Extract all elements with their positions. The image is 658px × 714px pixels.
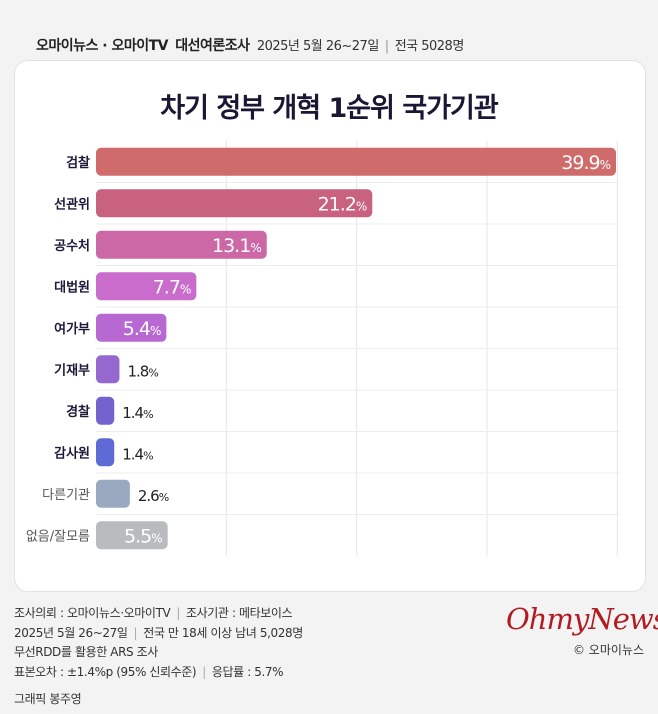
value-unit: % xyxy=(600,158,611,172)
value-label: 21.2% xyxy=(318,193,367,215)
value-number: 13.1 xyxy=(212,235,250,257)
value-label: 1.4% xyxy=(122,404,153,422)
header: 오마이뉴스 · 오마이TV 대선여론조사 2025년 5월 26~27일 | 전국 … xyxy=(36,38,465,54)
footer-text: 2025년 5월 26~27일 xyxy=(14,625,128,640)
category-label: 여가부 xyxy=(54,321,90,337)
bar-chart: 검찰 39.9% 선관위 21.2% 공수처 13.1% 대법원 7.7% 여가부 5.4% 기재부… xyxy=(26,141,620,556)
value-unit: % xyxy=(356,199,367,213)
value-unit: % xyxy=(143,408,153,421)
value-number: 39.9 xyxy=(561,152,599,174)
value-number: 1.4 xyxy=(122,445,143,463)
value-number: 1.8 xyxy=(127,362,148,380)
survey-scope: 전국 5028명 xyxy=(394,39,465,54)
bar xyxy=(96,147,616,176)
footer-text: 조사기관 : 메타보이스 xyxy=(185,606,293,620)
footer-line: 표본오차 : ±1.4%p (95% 신뢰수준) | 응답률 : 5.7% xyxy=(14,664,284,679)
footer-text: 조사의뢰 : 오마이뉴스·오마이TV xyxy=(14,606,171,620)
footer-text: 무선RDD를 활용한 ARS 조사 xyxy=(14,645,158,659)
value-number: 21.2 xyxy=(318,193,356,215)
value-unit: % xyxy=(250,241,261,255)
value-label: 1.4% xyxy=(122,445,153,463)
category-label: 없음/잘모름 xyxy=(26,529,90,544)
value-label: 13.1% xyxy=(212,235,261,257)
value-number: 5.4 xyxy=(123,318,151,340)
category-label: 검찰 xyxy=(66,155,90,171)
value-unit: % xyxy=(180,282,191,296)
bar xyxy=(96,479,130,508)
value-number: 2.6 xyxy=(138,487,159,505)
bar xyxy=(96,230,267,259)
value-label: 5.4% xyxy=(123,318,161,340)
category-label: 선관위 xyxy=(54,196,90,212)
bar xyxy=(96,189,373,218)
bar xyxy=(96,313,167,342)
value-label: 39.9% xyxy=(561,152,610,174)
footer: 조사의뢰 : 오마이뉴스·오마이TV | 조사기관 : 메타보이스 2025년 5월 … xyxy=(14,604,303,710)
value-number: 1.4 xyxy=(122,404,143,422)
value-label: 7.7% xyxy=(153,276,191,298)
value-unit: % xyxy=(148,366,158,379)
bar xyxy=(96,438,115,467)
brand: 오마이뉴스 · 오마이TV xyxy=(36,38,169,54)
value-unit: % xyxy=(151,531,162,545)
footer-text: 전국 만 18세 이상 남녀 5,028명 xyxy=(143,625,303,640)
bar xyxy=(96,272,197,301)
category-label: 다른기관 xyxy=(42,488,90,503)
footer-text: 표본오차 : ±1.4%p (95% 신뢰수준) xyxy=(14,664,197,679)
category-label: 기재부 xyxy=(54,363,90,378)
ohmynews-logo: OhmyNews xyxy=(506,602,658,636)
value-unit: % xyxy=(159,491,169,504)
value-label: 2.6% xyxy=(138,487,169,505)
value-unit: % xyxy=(150,324,161,338)
value-number: 5.5 xyxy=(124,525,151,547)
category-label: 경찰 xyxy=(66,404,90,420)
footer-line: 조사의뢰 : 오마이뉴스·오마이TV | 조사기관 : 메타보이스 xyxy=(14,606,293,620)
category-label: 감사원 xyxy=(54,445,90,461)
value-label: 5.5% xyxy=(124,525,162,547)
value-number: 7.7 xyxy=(153,276,180,298)
survey-dates: 2025년 5월 26~27일 xyxy=(256,39,379,54)
value-label: 1.8% xyxy=(127,362,158,380)
value-unit: % xyxy=(143,449,153,462)
bar xyxy=(96,396,115,425)
bar xyxy=(96,521,168,550)
footer-line: 무선RDD를 활용한 ARS 조사 xyxy=(14,643,303,663)
footer-text: 응답률 : 5.7% xyxy=(211,664,284,679)
category-label: 공수처 xyxy=(54,238,90,254)
survey-name: 대선여론조사 xyxy=(175,38,250,54)
graphic-credit: 그래픽 봉주영 xyxy=(14,692,82,706)
chart-title: 차기 정부 개혁 1순위 국가기관 xyxy=(160,93,498,124)
footer-line: 2025년 5월 26~27일 | 전국 만 18세 이상 남녀 5,028명 xyxy=(14,625,303,640)
category-label: 대법원 xyxy=(54,279,90,295)
copyright: © 오마이뉴스 xyxy=(572,643,644,657)
bar xyxy=(96,355,120,384)
